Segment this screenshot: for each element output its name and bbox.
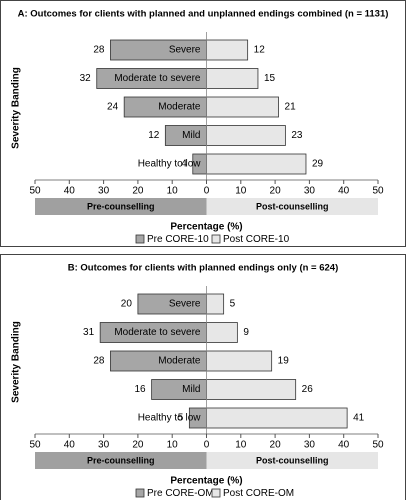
legend-label: Post CORE-10 xyxy=(223,234,290,245)
bar-post xyxy=(206,153,307,175)
value-label: 28 xyxy=(93,356,105,367)
value-label: 15 xyxy=(264,73,276,84)
category-label: Moderate xyxy=(158,356,201,367)
x-tick-label: 0 xyxy=(204,440,210,451)
value-label: 23 xyxy=(291,130,303,141)
panel-title: A: Outcomes for clients with planned and… xyxy=(18,9,389,20)
value-label: 16 xyxy=(134,384,146,395)
x-tick-label: 10 xyxy=(167,186,179,197)
legend-swatch xyxy=(135,488,145,498)
legend-swatch xyxy=(211,234,221,244)
value-label: 4 xyxy=(181,159,187,170)
value-label: 21 xyxy=(285,102,297,113)
x-tick-label: 30 xyxy=(304,186,316,197)
value-label: 9 xyxy=(243,327,249,338)
value-label: 19 xyxy=(278,356,290,367)
x-tick-label: 50 xyxy=(372,440,384,451)
x-tick-label: 20 xyxy=(132,186,144,197)
bar-post xyxy=(206,68,259,89)
value-label: 12 xyxy=(148,130,160,141)
category-label: Moderate to severe xyxy=(114,73,201,84)
x-tick-label: 0 xyxy=(204,186,210,197)
band xyxy=(35,452,207,469)
value-label: 12 xyxy=(254,45,266,56)
band-label: Pre-counselling xyxy=(87,201,155,211)
bar-post xyxy=(206,322,238,343)
panel-title: B: Outcomes for clients with planned end… xyxy=(68,263,339,274)
panel: A: Outcomes for clients with planned and… xyxy=(0,0,406,247)
category-label: Mild xyxy=(182,384,200,395)
x-tick-label: 40 xyxy=(338,440,350,451)
band-label: Post-counselling xyxy=(256,455,329,465)
category-label: Moderate to severe xyxy=(114,327,201,338)
bar-post xyxy=(206,407,348,429)
value-label: 41 xyxy=(353,413,365,424)
x-tick-label: 50 xyxy=(29,186,41,197)
bar-post xyxy=(206,96,279,118)
bar-post xyxy=(206,293,225,315)
category-label: Mild xyxy=(182,130,200,141)
x-tick-label: 20 xyxy=(270,440,282,451)
value-label: 31 xyxy=(83,327,95,338)
legend-label: Post CORE-OM xyxy=(223,488,294,499)
category-label: Healthy to low xyxy=(138,159,202,170)
band-label: Pre-counselling xyxy=(87,455,155,465)
x-tick-label: 10 xyxy=(167,440,179,451)
legend-label: Pre CORE-10 xyxy=(147,234,209,245)
x-tick-label: 20 xyxy=(270,186,282,197)
band xyxy=(206,198,378,215)
legend-swatch xyxy=(135,234,145,244)
value-label: 5 xyxy=(230,299,236,310)
category-label: Severe xyxy=(169,299,201,310)
band xyxy=(35,198,207,215)
value-label: 29 xyxy=(312,159,324,170)
value-label: 5 xyxy=(178,413,184,424)
value-label: 28 xyxy=(93,45,105,56)
y-axis-label: Severity Banding xyxy=(11,321,22,403)
band-label: Post-counselling xyxy=(256,201,329,211)
band xyxy=(206,452,378,469)
x-tick-label: 40 xyxy=(64,440,76,451)
x-tick-label: 50 xyxy=(29,440,41,451)
x-tick-label: 50 xyxy=(372,186,384,197)
x-tick-label: 30 xyxy=(98,186,110,197)
category-label: Severe xyxy=(169,45,201,56)
x-tick-label: 20 xyxy=(132,440,144,451)
bar-post xyxy=(206,125,286,146)
bar-post xyxy=(206,379,297,400)
category-label: Moderate xyxy=(158,102,201,113)
value-label: 20 xyxy=(121,299,133,310)
y-axis-label: Severity Banding xyxy=(11,67,22,149)
x-tick-label: 30 xyxy=(98,440,110,451)
legend-swatch xyxy=(211,488,221,498)
x-axis-label: Percentage (%) xyxy=(170,476,242,487)
value-label: 32 xyxy=(80,73,92,84)
value-label: 24 xyxy=(107,102,119,113)
x-tick-label: 10 xyxy=(235,186,247,197)
x-tick-label: 40 xyxy=(64,186,76,197)
value-label: 26 xyxy=(302,384,314,395)
x-tick-label: 40 xyxy=(338,186,350,197)
x-tick-label: 30 xyxy=(304,440,316,451)
x-tick-label: 10 xyxy=(235,440,247,451)
legend-label: Pre CORE-OM xyxy=(147,488,214,499)
bar-post xyxy=(206,39,249,61)
panel: B: Outcomes for clients with planned end… xyxy=(0,254,406,500)
x-axis-label: Percentage (%) xyxy=(170,222,242,233)
bar-post xyxy=(206,350,273,372)
category-label: Healthy to low xyxy=(138,413,202,424)
